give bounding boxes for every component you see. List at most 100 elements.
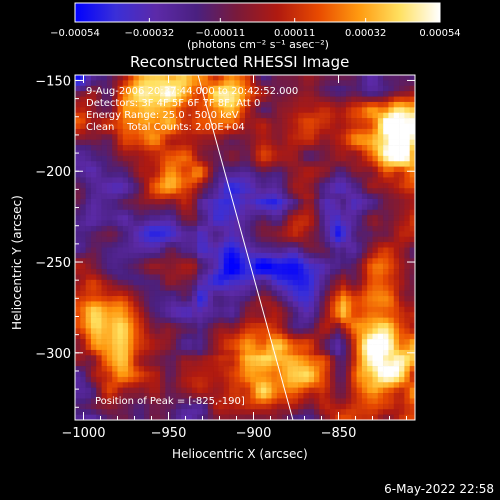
heatmap-cell — [308, 322, 315, 329]
heatmap-cell — [186, 177, 193, 184]
heatmap-cell — [149, 333, 155, 340]
heatmap-cell — [186, 231, 193, 238]
heatmap-cell — [202, 112, 209, 119]
heatmap-cell — [250, 242, 256, 248]
heatmap-cell — [96, 177, 102, 184]
heatmap-cell — [112, 193, 118, 200]
heatmap-cell — [181, 247, 187, 254]
heatmap-cell — [335, 349, 341, 356]
heatmap-cell — [324, 204, 331, 211]
heatmap-cell — [335, 107, 341, 114]
heatmap-cell — [207, 112, 214, 119]
heatmap-cell — [90, 333, 97, 340]
heatmap-cell — [197, 247, 203, 254]
heatmap-cell — [303, 209, 310, 216]
heatmap-cell — [191, 296, 198, 302]
heatmap-cell — [122, 398, 129, 405]
heatmap-cell — [404, 204, 410, 211]
heatmap-cell — [388, 225, 395, 232]
heatmap-cell — [319, 215, 325, 221]
heatmap-cell — [404, 317, 410, 324]
heatmap-cell — [330, 258, 336, 264]
heatmap-cell — [170, 274, 177, 281]
heatmap-cell — [282, 263, 288, 270]
heatmap-cell — [154, 188, 161, 194]
heatmap-cell — [298, 360, 304, 367]
heatmap-cell — [308, 134, 315, 140]
heatmap-cell — [399, 398, 405, 405]
heatmap-cell — [335, 366, 341, 372]
heatmap-cell — [181, 258, 187, 264]
heatmap-cell — [404, 85, 410, 92]
heatmap-cell — [223, 376, 230, 383]
heatmap-cell — [287, 387, 294, 394]
heatmap-cell — [383, 145, 389, 151]
heatmap-cell — [112, 247, 118, 254]
heatmap-cell — [314, 333, 320, 340]
heatmap-cell — [245, 409, 251, 415]
heatmap-cell — [404, 409, 410, 415]
heatmap-cell — [282, 344, 288, 351]
heatmap-cell — [340, 112, 347, 119]
heatmap-cell — [276, 209, 283, 216]
heatmap-cell — [234, 134, 240, 140]
heatmap-cell — [250, 339, 256, 345]
heatmap-cell — [202, 118, 209, 124]
heatmap-cell — [160, 123, 166, 130]
heatmap-cell — [186, 301, 193, 308]
heatmap-cell — [144, 344, 150, 351]
heatmap-cell — [330, 382, 336, 388]
heatmap-cell — [138, 85, 145, 92]
heatmap-cell — [229, 414, 235, 420]
heatmap-cell — [292, 166, 299, 173]
heatmap-cell — [234, 301, 240, 308]
heatmap-cell — [330, 393, 336, 399]
heatmap-cell — [223, 414, 230, 420]
heatmap-cell — [356, 161, 363, 167]
heatmap-cell — [308, 252, 315, 259]
heatmap-cell — [239, 123, 246, 130]
heatmap-cell — [351, 155, 357, 162]
heatmap-cell — [144, 301, 150, 308]
heatmap-cell — [128, 139, 134, 146]
heatmap-cell — [191, 193, 198, 200]
heatmap-cell — [271, 403, 278, 410]
heatmap-cell — [377, 236, 384, 243]
heatmap-cell — [361, 182, 368, 189]
heatmap-cell — [383, 247, 389, 254]
heatmap-cell — [186, 376, 193, 383]
heatmap-cell — [298, 220, 304, 227]
heatmap-cell — [367, 376, 373, 383]
heatmap-cell — [345, 128, 352, 135]
heatmap-cell — [170, 398, 177, 405]
heatmap-cell — [144, 198, 150, 205]
heatmap-cell — [128, 215, 134, 221]
heatmap-cell — [186, 387, 193, 394]
heatmap-cell — [154, 285, 161, 291]
heatmap-cell — [377, 312, 384, 318]
heatmap-cell — [388, 193, 395, 200]
heatmap-cell — [239, 112, 246, 119]
heatmap-cell — [255, 371, 262, 378]
heatmap-cell — [117, 344, 124, 351]
heatmap-cell — [229, 139, 235, 146]
heatmap-cell — [409, 328, 415, 335]
heatmap-cell — [186, 382, 193, 388]
heatmap-cell — [393, 220, 400, 227]
heatmap-cell — [303, 247, 310, 254]
heatmap-cell — [133, 236, 140, 243]
heatmap-cell — [409, 118, 415, 124]
heatmap-cell — [191, 366, 198, 372]
heatmap-cell — [245, 225, 251, 232]
heatmap-cell — [330, 349, 336, 356]
heatmap-cell — [367, 344, 373, 351]
heatmap-cell — [388, 242, 395, 248]
heatmap-cell — [138, 263, 145, 270]
heatmap-cell — [282, 150, 288, 157]
heatmap-cell — [250, 215, 256, 221]
heatmap-cell — [85, 231, 92, 238]
heatmap-cell — [160, 393, 166, 399]
heatmap-cell — [245, 312, 251, 318]
heatmap-cell — [266, 317, 272, 324]
heatmap-cell — [112, 112, 118, 119]
